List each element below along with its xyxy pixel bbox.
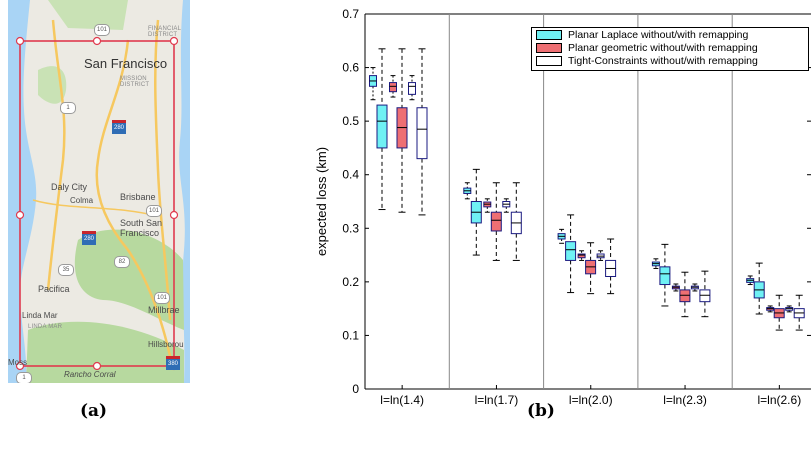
x-tick-label: l=ln(2.6) <box>758 393 802 407</box>
south-san-francisco-label: South San Francisco <box>120 218 163 238</box>
x-tick-label: l=ln(1.4) <box>380 393 424 407</box>
legend-swatch-geometric <box>536 43 562 53</box>
y-tick-label: 0.4 <box>342 168 359 182</box>
interstate-280-shield: 280 <box>112 120 126 134</box>
map-image <box>8 0 190 383</box>
highway-101-shield-low: 101 <box>154 292 170 304</box>
x-tick-label: l=ln(2.3) <box>663 393 707 407</box>
legend-item-tight: Tight-Constraints without/with remapping <box>536 55 758 67</box>
highway-82-shield: 82 <box>114 256 130 268</box>
colma-label: Colma <box>70 196 94 205</box>
daly-city-label: Daly City <box>51 182 88 192</box>
millbrae-label: Millbrae <box>148 305 180 315</box>
legend-label-tight: Tight-Constraints without/with remapping <box>568 55 758 67</box>
box-geometric-without <box>577 253 586 259</box>
y-tick-label: 0.7 <box>342 7 359 21</box>
interstate-380-shield: 380 <box>166 356 180 370</box>
box-geometric-with <box>679 289 691 303</box>
park-south <box>26 321 184 383</box>
highway-1-shield-south: 1 <box>16 372 32 383</box>
linda-mar-label: Linda Mar <box>22 311 58 320</box>
mission-district-label: MISSION DISTRICT <box>120 76 150 88</box>
road-101 <box>154 19 172 321</box>
legend-label-laplace: Planar Laplace without/with remapping <box>568 29 749 41</box>
brisbane-label: Brisbane <box>120 192 156 202</box>
highway-101-shield-mid: 101 <box>146 205 162 217</box>
box-tight-without <box>408 82 416 95</box>
y-tick-label: 0.6 <box>342 61 359 75</box>
ocean <box>8 0 37 383</box>
caption-a: (a) <box>80 401 108 421</box>
box-laplace-with <box>659 266 671 286</box>
moss-beach-label: Moss <box>8 358 28 367</box>
map-panel: 101 FINANCIAL DISTRICT San Francisco MIS… <box>8 0 190 383</box>
highway-1-shield: 1 <box>60 102 76 114</box>
highway-35-shield: 35 <box>58 264 74 276</box>
road-280 <box>95 39 175 371</box>
legend-swatch-tight <box>536 56 562 66</box>
caption-b: (b) <box>527 401 555 421</box>
pacifica-label: Pacifica <box>38 284 70 294</box>
box-geometric-with <box>490 211 502 232</box>
legend: Planar Laplace without/with remapping Pl… <box>531 27 809 71</box>
x-tick-label: l=ln(2.0) <box>569 393 613 407</box>
box-geometric-without <box>389 82 397 93</box>
y-tick-label: 0.1 <box>342 328 359 342</box>
y-tick-label: 0.3 <box>342 221 359 235</box>
y-tick-label: 0.2 <box>342 275 359 289</box>
legend-item-laplace: Planar Laplace without/with remapping <box>536 29 748 41</box>
x-tick-label: l=ln(1.7) <box>475 393 519 407</box>
financial-district-label: FINANCIAL DISTRICT <box>148 26 182 38</box>
park-hills <box>74 229 184 330</box>
box-tight-with <box>416 107 428 160</box>
y-tick-label: 0 <box>352 382 359 396</box>
road-1 <box>46 19 66 291</box>
linda-mar-caps-label: LINDA MAR <box>28 324 63 330</box>
box-laplace-with <box>376 104 388 149</box>
legend-item-geometric: Planar geometric without/with remapping <box>536 42 758 54</box>
interstate-280-shield-b: 280 <box>82 231 96 245</box>
san-francisco-label: San Francisco <box>84 56 168 71</box>
box-laplace-with <box>565 241 577 261</box>
bay <box>179 0 190 383</box>
park-north <box>48 0 128 30</box>
y-tick-label: 0.5 <box>342 114 359 128</box>
hillsborough-label: Hillsborou <box>148 340 184 349</box>
box-tight-with <box>699 289 711 303</box>
legend-label-geometric: Planar geometric without/with remapping <box>568 42 758 54</box>
legend-swatch-laplace <box>536 30 562 40</box>
rancho-corral-label: Rancho Corral <box>64 370 116 379</box>
highway-101-shield: 101 <box>94 24 110 36</box>
y-axis-label: expected loss (km) <box>314 147 329 256</box>
road-cross <box>32 199 154 216</box>
